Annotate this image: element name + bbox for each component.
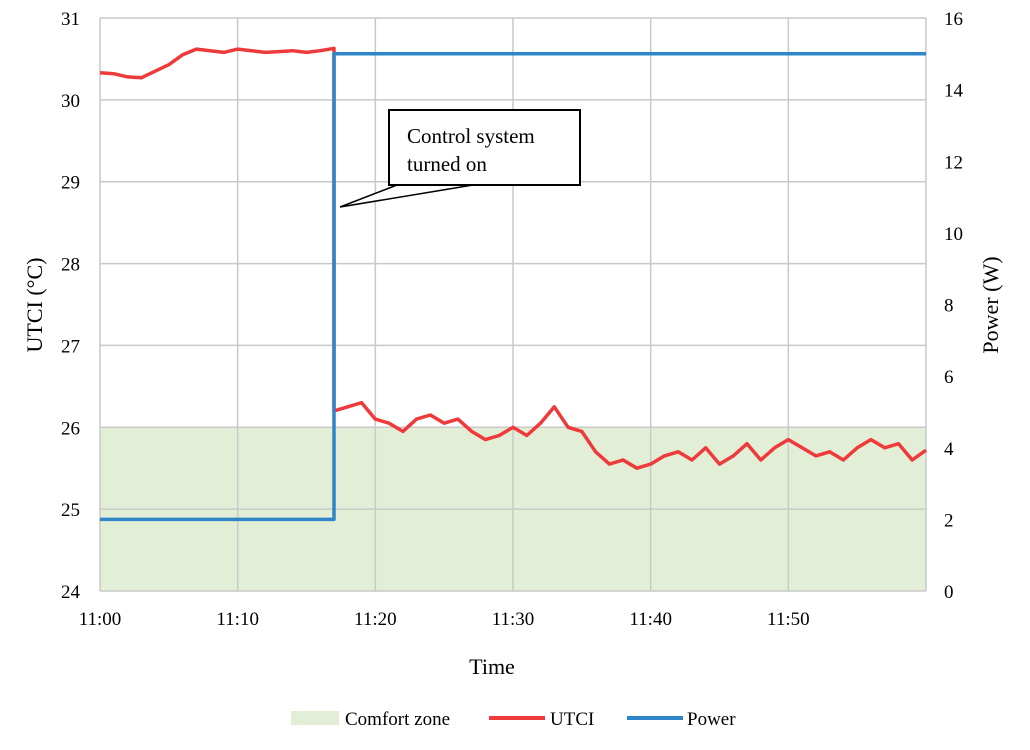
x-tick-label: 11:00 [79, 609, 122, 630]
y-axis-left-title: UTCI (°C) [22, 258, 47, 353]
y-right-tick-label: 8 [944, 296, 954, 317]
annotation-pointer [339, 184, 474, 208]
y-axis-right-title: Power (W) [978, 256, 1003, 353]
y-right-tick-label: 2 [944, 510, 954, 531]
y-right-tick-label: 12 [944, 152, 963, 173]
y-left-tick-label: 30 [61, 91, 80, 112]
y-right-tick-label: 4 [944, 439, 954, 460]
y-left-tick-label: 31 [61, 9, 80, 30]
y-right-tick-label: 16 [944, 9, 963, 30]
legend-swatch-comfort-zone [291, 711, 339, 725]
x-axis-title: Time [469, 654, 515, 679]
y-left-tick-label: 24 [61, 582, 81, 603]
y-left-tick-label: 29 [61, 173, 80, 194]
y-right-tick-label: 6 [944, 367, 954, 388]
y-left-tick-label: 27 [61, 336, 80, 357]
annotation-text-line: Control system [407, 124, 535, 148]
legend-label-power: Power [687, 709, 736, 730]
annotation-text-line: turned on [407, 152, 487, 176]
x-tick-label: 11:30 [492, 609, 535, 630]
y-right-tick-label: 0 [944, 582, 954, 603]
x-tick-label: 11:50 [767, 609, 810, 630]
y-right-tick-label: 14 [944, 81, 964, 102]
y-left-tick-label: 26 [61, 418, 80, 439]
y-left-tick-label: 28 [61, 255, 80, 276]
series-layer [99, 46, 928, 522]
x-tick-label: 11:20 [354, 609, 397, 630]
legend-label-comfort-zone: Comfort zone [345, 709, 450, 730]
x-tick-label: 11:10 [216, 609, 259, 630]
annotation-box [388, 109, 581, 186]
series-line-power [100, 52, 926, 522]
y-right-tick-label: 10 [944, 224, 963, 245]
annotation-layer: Control system turned on [339, 109, 581, 208]
y-left-tick-label: 25 [61, 500, 80, 521]
series-line-utci [99, 46, 928, 470]
legend: Comfort zone UTCI Power [291, 709, 736, 730]
x-tick-label: 11:40 [629, 609, 672, 630]
legend-label-utci: UTCI [550, 709, 594, 730]
